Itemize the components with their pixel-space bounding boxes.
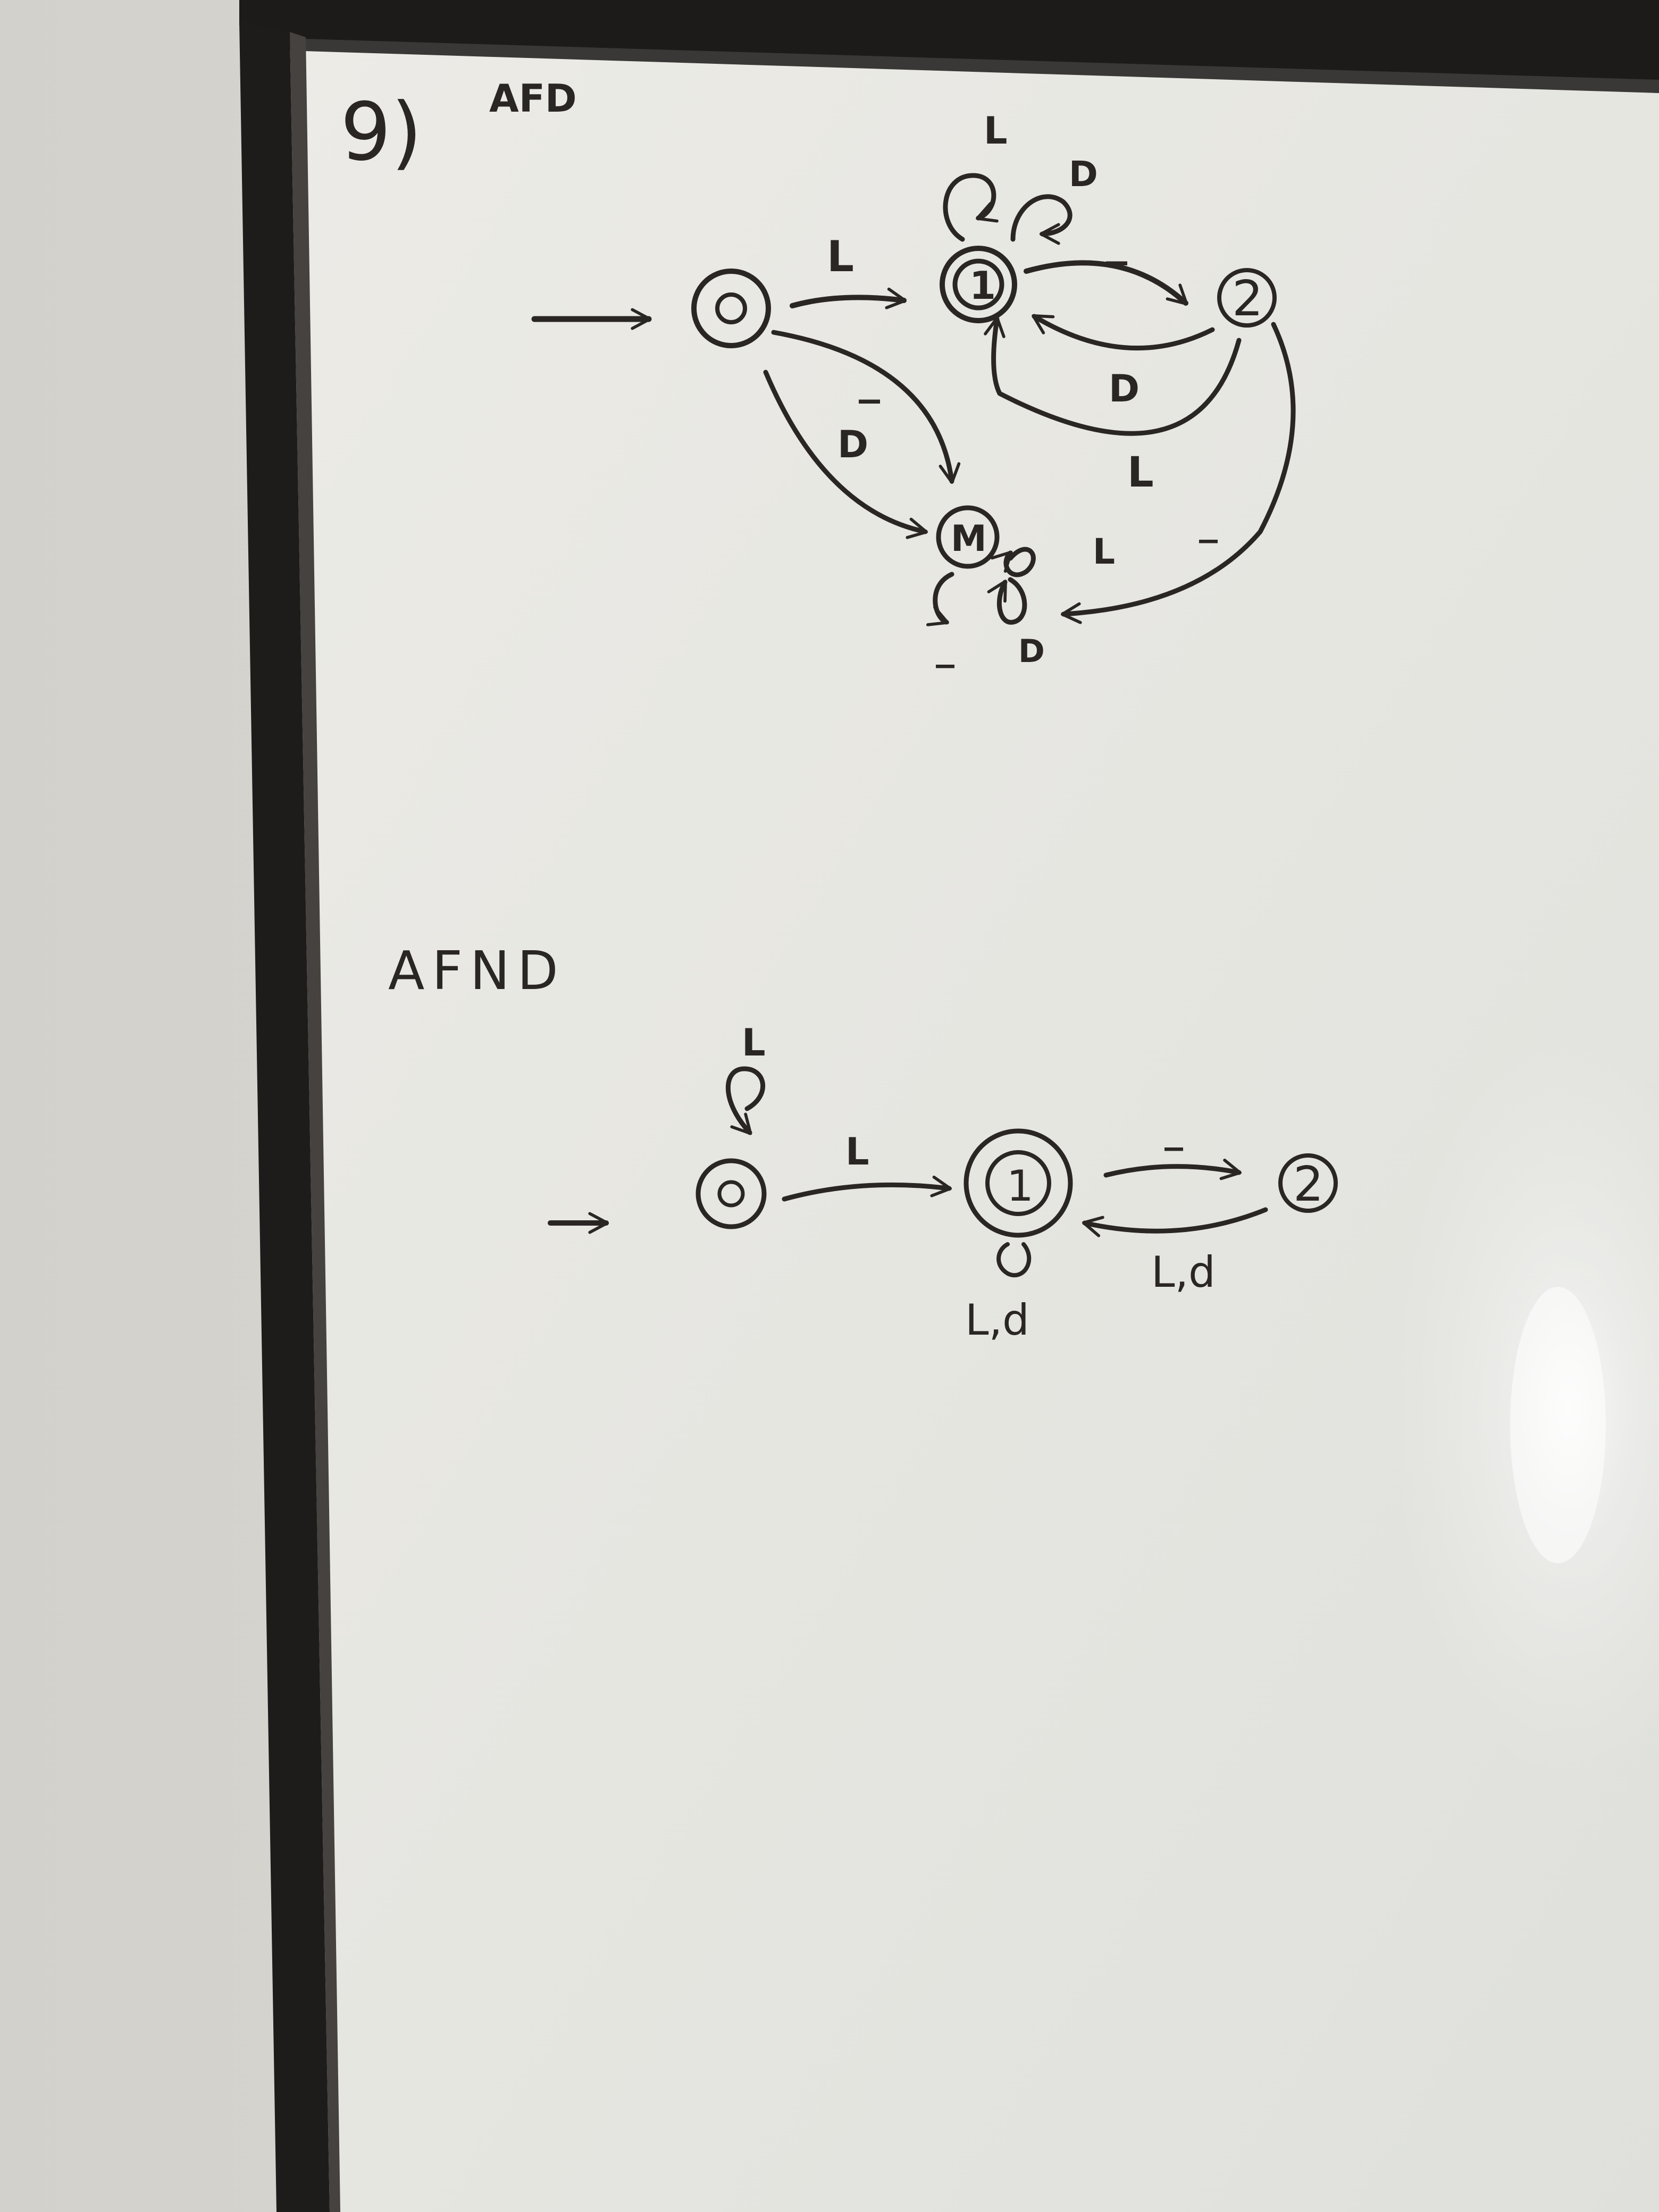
afd-state-2-label: 2 bbox=[1232, 270, 1263, 327]
afd-state-1: 1 bbox=[940, 246, 1017, 323]
afd-state-m: M bbox=[936, 505, 1000, 569]
afd-edge-2-1-l-label: L bbox=[1127, 449, 1154, 497]
afnd-state-0 bbox=[696, 1158, 767, 1229]
afd-edge-0-m-underscore bbox=[771, 330, 961, 484]
afnd-loop-1 bbox=[996, 1242, 1032, 1278]
afnd-edge-2-1-label: L,d bbox=[1151, 1247, 1216, 1297]
afd-state-0 bbox=[691, 269, 771, 348]
afd-loop-m-d-label: D bbox=[1018, 633, 1045, 670]
afd-loop-1-l bbox=[943, 173, 999, 242]
afd-edge-2-m-label: _ bbox=[1199, 500, 1218, 543]
afd-edge-1-2 bbox=[1024, 260, 1188, 306]
afd-edge-2-1-l bbox=[984, 316, 1242, 436]
whiteboard-surface bbox=[287, 32, 1659, 2212]
afd-edge-0-1-label: L bbox=[827, 232, 854, 281]
afd-edge-2-1-d-label: D bbox=[1109, 367, 1139, 410]
afnd-edge-0-1 bbox=[782, 1175, 952, 1202]
whiteboard-frame-top-edge bbox=[287, 38, 1659, 93]
afnd-state-2: 2 bbox=[1278, 1153, 1338, 1213]
problem-number: 9) bbox=[340, 86, 422, 179]
afd-state-m-label: M bbox=[951, 518, 987, 560]
afd-loop-m-l-label: L bbox=[1093, 531, 1115, 572]
whiteboard-frame-left-edge bbox=[290, 32, 340, 2212]
afd-loop-1-d-label: D bbox=[1069, 154, 1098, 195]
afnd-edge-1-2 bbox=[1103, 1159, 1242, 1180]
afnd-diagram: L 1 2 L L,d _ L,d bbox=[548, 1021, 1338, 1345]
afnd-edge-0-1-label: L bbox=[845, 1130, 869, 1174]
afd-edge-1-2-label: _ bbox=[1106, 216, 1127, 265]
afd-loop-m-d bbox=[987, 577, 1027, 625]
afd-state-1-label: 1 bbox=[969, 263, 996, 308]
afnd-loop-1-label: L,d bbox=[965, 1295, 1029, 1345]
afnd-state-1: 1 bbox=[963, 1128, 1073, 1238]
afd-diagram: 1 2 M L _ D L D _ D bbox=[531, 109, 1296, 670]
whiteboard-frame-left bbox=[239, 21, 330, 2212]
afd-edge-0-1 bbox=[790, 287, 907, 309]
afd-loop-m-underscore bbox=[926, 572, 954, 626]
afnd-title: AFND bbox=[388, 940, 566, 1002]
afd-state-2: 2 bbox=[1217, 268, 1277, 328]
light-glare-core bbox=[1510, 1287, 1606, 1563]
afnd-state-2-label: 2 bbox=[1293, 1157, 1323, 1212]
afd-loop-1-d bbox=[1010, 194, 1073, 245]
afnd-loop-0-l bbox=[725, 1066, 765, 1135]
afd-edge-2-1-d bbox=[1032, 314, 1215, 351]
afnd-edge-1-2-label: _ bbox=[1164, 1108, 1183, 1151]
afd-edge-0-m-d bbox=[763, 370, 928, 539]
afnd-loop-0-l-label: L bbox=[742, 1021, 766, 1065]
afd-edge-2-m bbox=[1060, 322, 1296, 624]
afnd-state-1-label: 1 bbox=[1007, 1161, 1034, 1211]
afnd-edge-2-1 bbox=[1082, 1207, 1268, 1237]
afd-loop-1-l-label: L bbox=[984, 109, 1008, 153]
afd-loop-m-underscore-label: _ bbox=[936, 625, 954, 668]
afd-edge-0-m-underscore-label: _ bbox=[859, 354, 880, 404]
afd-title: AFD bbox=[489, 76, 577, 121]
afd-loop-m-l bbox=[990, 547, 1036, 577]
afd-edge-0-m-d-label: D bbox=[837, 423, 868, 466]
